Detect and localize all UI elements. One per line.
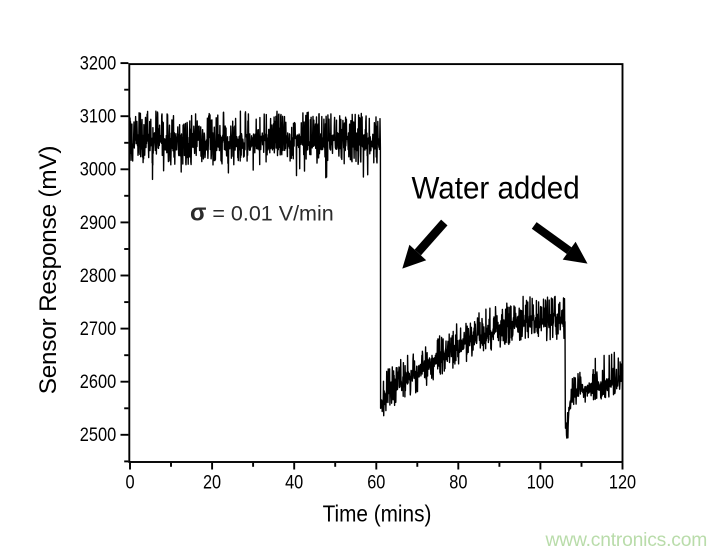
svg-text:2700: 2700: [80, 318, 116, 340]
svg-text:3000: 3000: [80, 159, 116, 181]
svg-text:120: 120: [609, 472, 636, 494]
svg-text:60: 60: [367, 472, 385, 494]
svg-text:2600: 2600: [80, 371, 116, 393]
svg-text:3200: 3200: [80, 53, 116, 75]
svg-text:100: 100: [527, 472, 554, 494]
svg-text:20: 20: [203, 472, 221, 494]
svg-text:3100: 3100: [80, 106, 116, 128]
svg-text:2800: 2800: [80, 265, 116, 287]
svg-text:2900: 2900: [80, 212, 116, 234]
svg-text:Time (mins): Time (mins): [323, 500, 432, 526]
svg-text:0: 0: [126, 472, 135, 494]
svg-text:σ = 0.01 V/min: σ = 0.01 V/min: [190, 200, 334, 227]
svg-text:40: 40: [285, 472, 303, 494]
svg-text:Sensor Response (mV): Sensor Response (mV): [35, 146, 62, 395]
svg-text:www.cntronics.com: www.cntronics.com: [545, 530, 708, 551]
svg-text:Water added: Water added: [412, 169, 580, 205]
svg-text:2500: 2500: [80, 424, 116, 446]
svg-text:80: 80: [449, 472, 467, 494]
